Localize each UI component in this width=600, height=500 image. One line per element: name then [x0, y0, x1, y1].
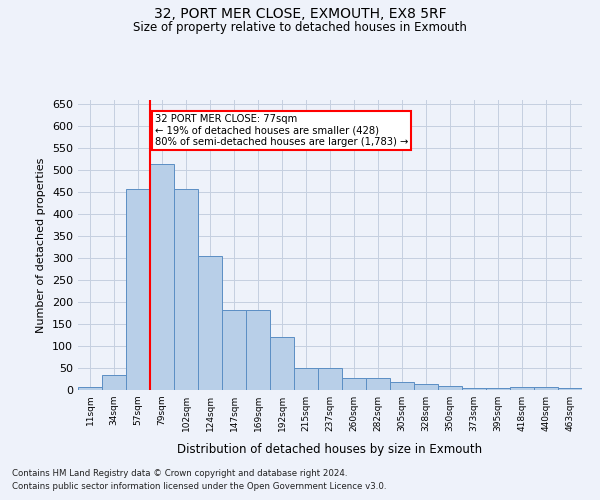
Bar: [390, 382, 414, 390]
Y-axis label: Number of detached properties: Number of detached properties: [37, 158, 46, 332]
Bar: [222, 310, 246, 390]
Bar: [126, 189, 150, 390]
Bar: [414, 384, 438, 390]
Text: Contains HM Land Registry data © Crown copyright and database right 2024.: Contains HM Land Registry data © Crown c…: [12, 468, 347, 477]
Bar: [462, 388, 486, 390]
Bar: [294, 368, 318, 390]
Bar: [318, 368, 342, 390]
Bar: [198, 256, 222, 390]
Text: Contains public sector information licensed under the Open Government Licence v3: Contains public sector information licen…: [12, 482, 386, 491]
Bar: [270, 338, 294, 390]
Text: 32, PORT MER CLOSE, EXMOUTH, EX8 5RF: 32, PORT MER CLOSE, EXMOUTH, EX8 5RF: [154, 8, 446, 22]
Bar: [366, 378, 390, 390]
Bar: [342, 378, 366, 390]
Bar: [486, 388, 510, 390]
Text: Distribution of detached houses by size in Exmouth: Distribution of detached houses by size …: [178, 442, 482, 456]
Bar: [510, 387, 534, 390]
Text: 32 PORT MER CLOSE: 77sqm
← 19% of detached houses are smaller (428)
80% of semi-: 32 PORT MER CLOSE: 77sqm ← 19% of detach…: [155, 114, 408, 148]
Bar: [534, 387, 558, 390]
Bar: [78, 387, 102, 390]
Text: Size of property relative to detached houses in Exmouth: Size of property relative to detached ho…: [133, 21, 467, 34]
Bar: [102, 374, 126, 390]
Bar: [174, 189, 198, 390]
Bar: [150, 164, 174, 390]
Bar: [438, 386, 462, 390]
Bar: [558, 388, 582, 390]
Bar: [246, 310, 270, 390]
